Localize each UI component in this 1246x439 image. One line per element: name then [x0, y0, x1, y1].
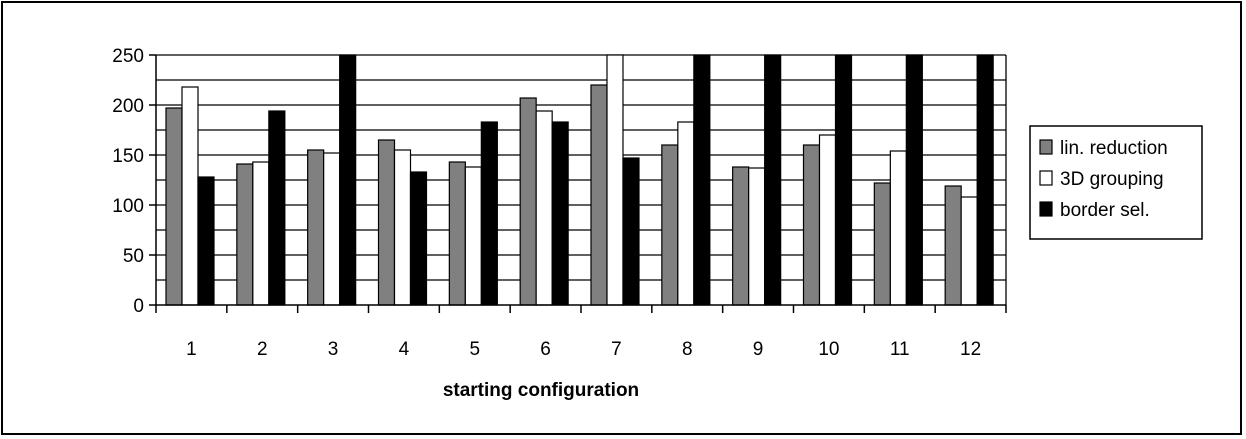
bar [448, 161, 466, 306]
x-tick-label: 7 [611, 339, 622, 360]
x-tick-label: 9 [753, 339, 764, 360]
x-tick-label: 2 [257, 339, 268, 360]
bar [236, 163, 254, 306]
bar [834, 54, 853, 306]
x-tick-label: 4 [399, 339, 410, 360]
legend-box [1029, 125, 1203, 240]
x-tick-label: 11 [890, 339, 910, 360]
bar [622, 157, 640, 306]
x-tick-label: 1 [186, 339, 197, 360]
bar [748, 167, 766, 306]
y-tick-label: 50 [123, 246, 144, 267]
legend-label: 3D grouping [1060, 169, 1164, 190]
bar [976, 54, 994, 306]
legend: lin. reduction 3D grouping border sel. [1029, 125, 1203, 240]
bar [889, 150, 907, 306]
x-tick-label: 5 [469, 339, 480, 360]
x-tick-label: 3 [328, 339, 339, 360]
bar [905, 54, 923, 306]
y-tick-label: 250 [112, 46, 144, 67]
x-tick-label: 8 [682, 339, 693, 360]
bar [323, 152, 341, 306]
axes [149, 54, 1007, 313]
gridlines [156, 54, 1007, 305]
bar [480, 121, 498, 306]
bar [693, 54, 711, 306]
bar [409, 171, 428, 306]
bar [960, 196, 978, 306]
bar [464, 166, 482, 306]
bar [764, 54, 782, 306]
bar [944, 185, 962, 306]
x-tick-label: 12 [960, 339, 981, 360]
x-tick-label: 6 [540, 339, 551, 360]
y-tick-label: 200 [112, 96, 144, 117]
y-tick-label: 100 [112, 196, 144, 217]
y-tick-label: 0 [133, 296, 144, 317]
bar [307, 149, 325, 306]
legend-swatch [1039, 170, 1053, 186]
x-axis-title: starting configuration [443, 380, 639, 401]
bar [519, 97, 537, 306]
bar [197, 176, 215, 306]
bar [802, 144, 821, 306]
bar [606, 54, 624, 306]
bar [535, 110, 553, 306]
legend-swatch [1039, 139, 1053, 155]
bar [818, 134, 837, 306]
bar [551, 121, 569, 306]
bar [661, 144, 679, 306]
legend-label: border sel. [1060, 200, 1150, 221]
bar [181, 86, 199, 306]
legend-label: lin. reduction [1060, 138, 1168, 159]
x-tick-label: 10 [818, 339, 839, 360]
bar [377, 139, 396, 306]
bar [252, 161, 270, 306]
bar [873, 182, 891, 306]
bar [677, 121, 695, 306]
bar [339, 54, 357, 306]
bar [393, 149, 412, 306]
y-tick-label: 150 [112, 146, 144, 167]
legend-swatch [1039, 201, 1053, 217]
bar [165, 107, 183, 306]
bar [590, 84, 608, 306]
bar [732, 166, 750, 306]
bar [268, 110, 286, 306]
